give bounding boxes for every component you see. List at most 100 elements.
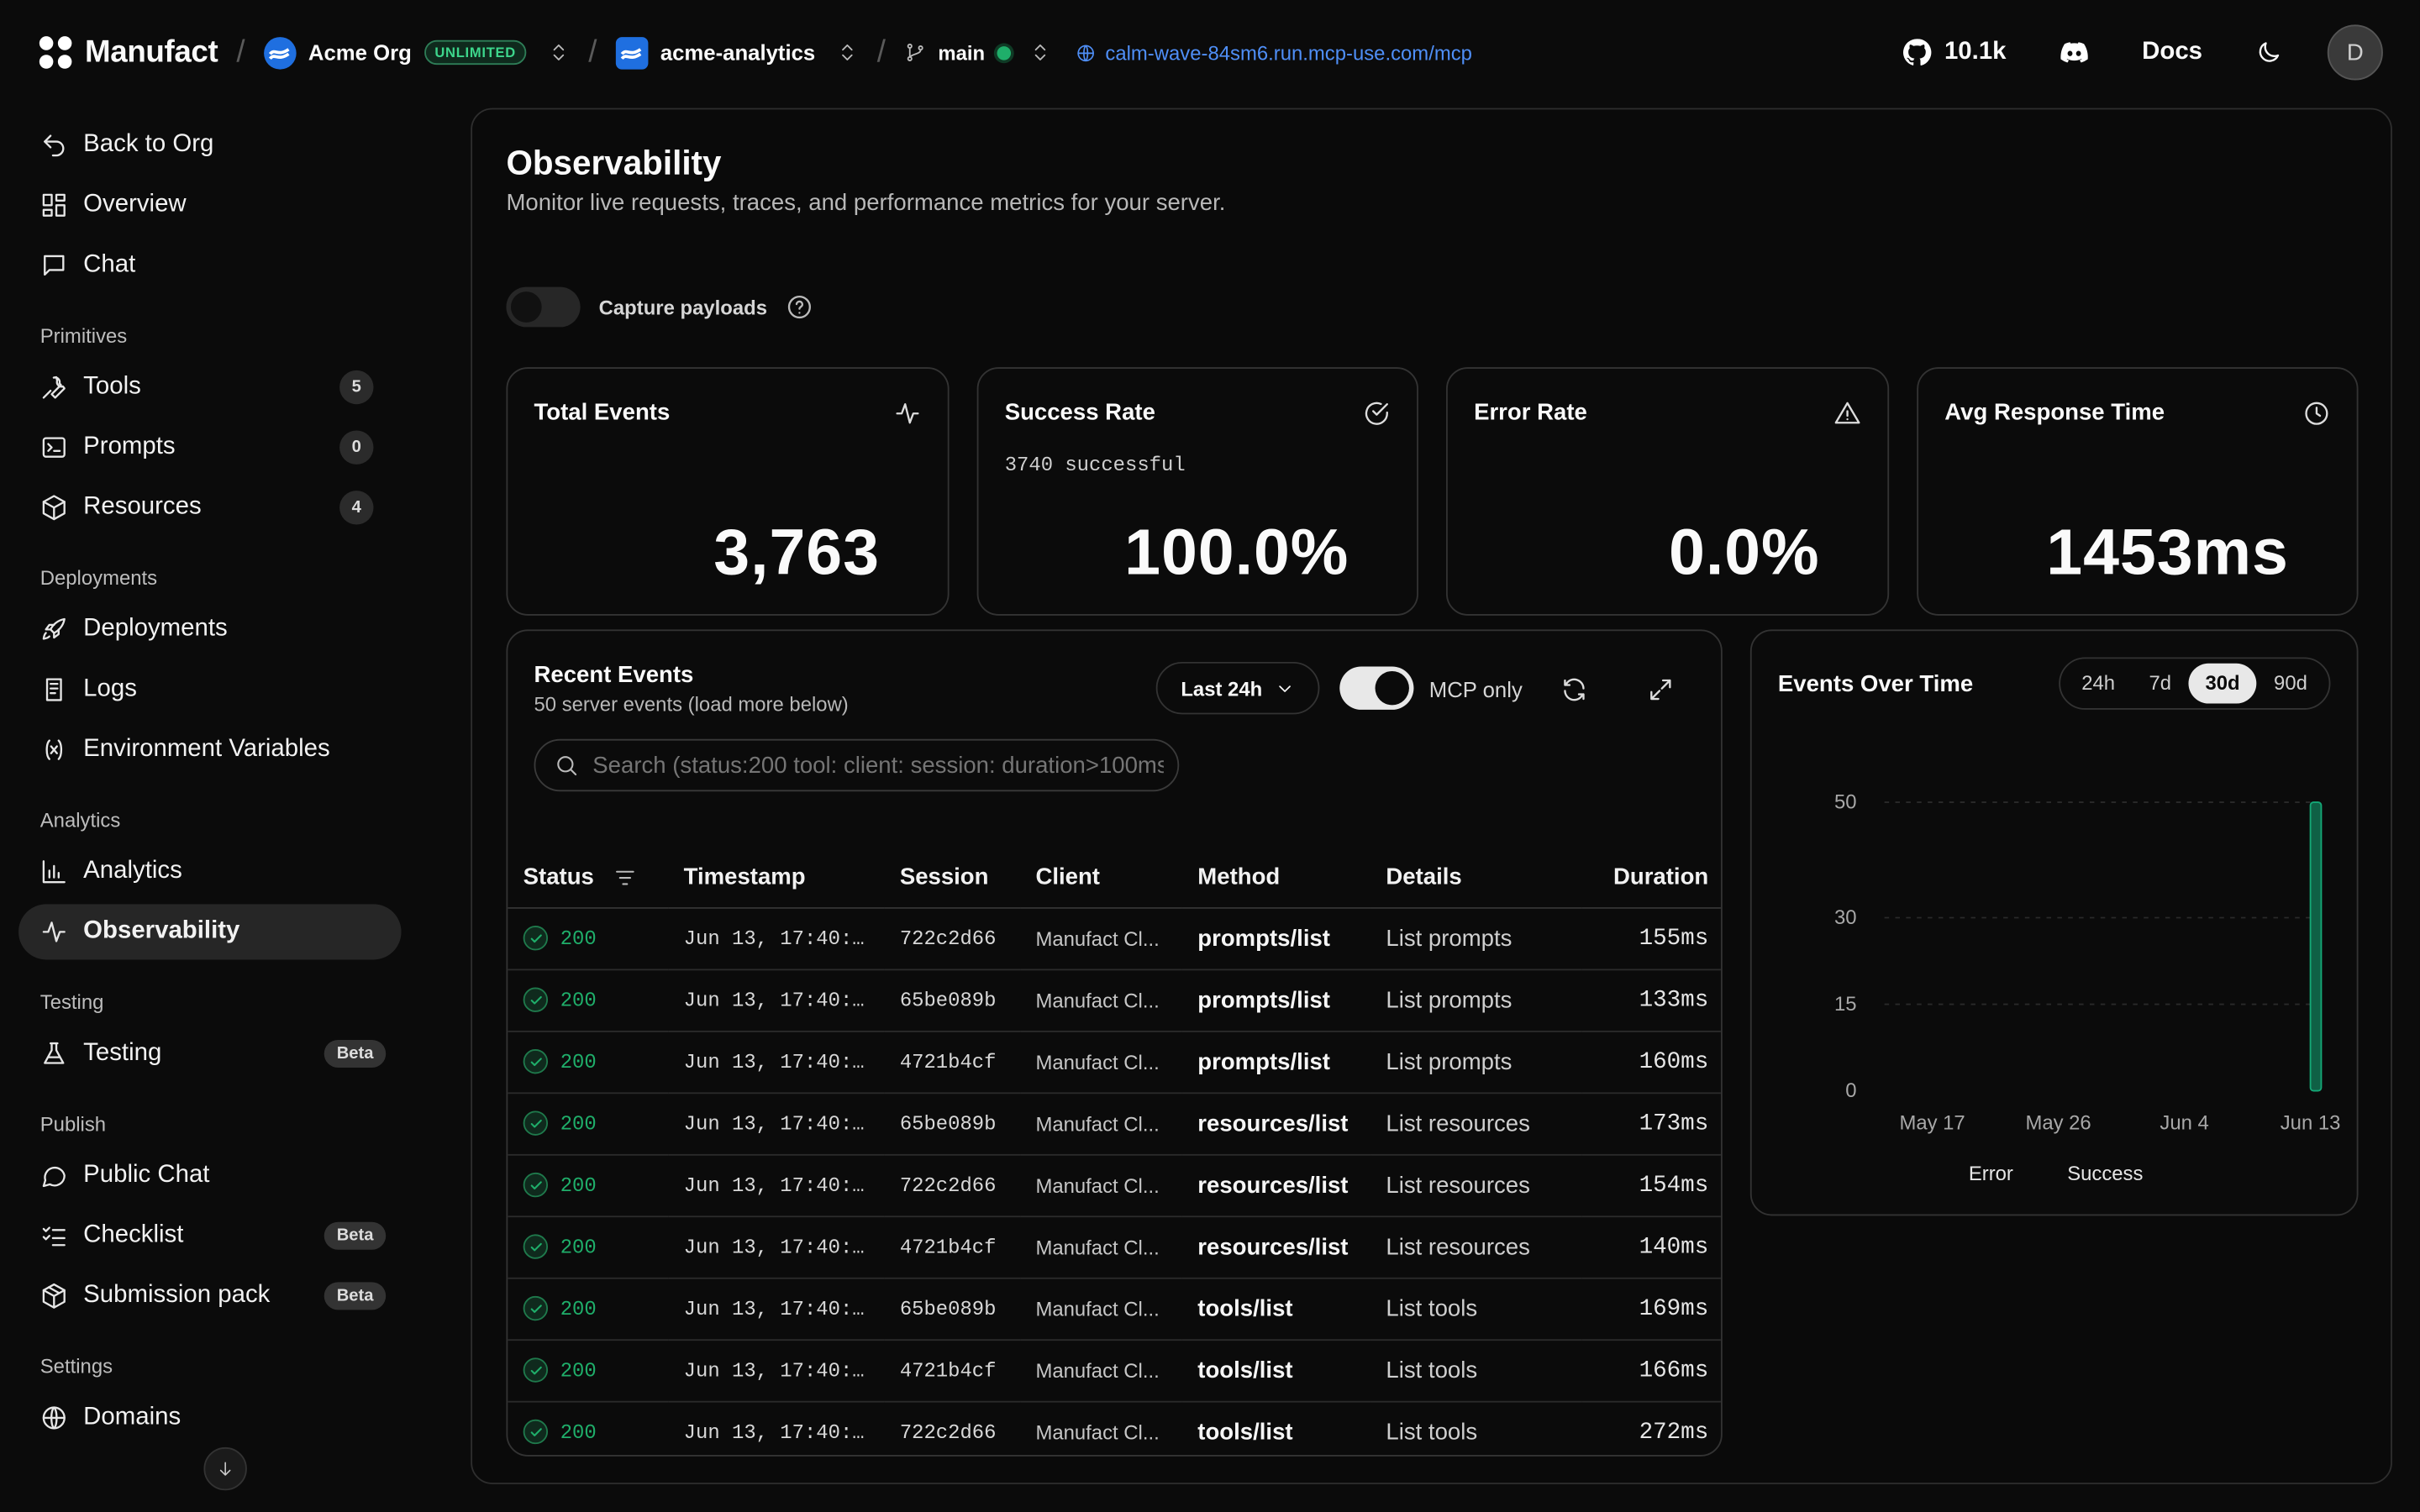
range-option-7d[interactable]: 7d — [2149, 670, 2172, 695]
client-cell: Manufact Cl... — [1020, 1030, 1182, 1094]
brand-logo[interactable]: Manufact — [37, 34, 218, 71]
project-avatar-icon — [615, 36, 649, 69]
x-tick-label: Jun 13 — [2281, 1111, 2341, 1134]
column-header-details[interactable]: Details — [1370, 848, 1582, 908]
table-row[interactable]: 200 Jun 13, 17:40:38. 722c2d66 Manufact Cl.… — [508, 1153, 1721, 1217]
session-cell: 65be089b — [884, 969, 1021, 1032]
timestamp-cell: Jun 13, 17:40:38. — [668, 906, 885, 970]
discord-icon — [2060, 42, 2088, 63]
column-header-method[interactable]: Method — [1181, 848, 1371, 908]
sidebar-item-resources[interactable]: Resources 4 — [18, 480, 402, 535]
sidebar-item-label: Checklist — [83, 1221, 184, 1248]
status-cell: 200 — [508, 1339, 669, 1402]
y-tick-label: 50 — [1834, 790, 1857, 813]
x-tick-label: Jun 4 — [2160, 1111, 2208, 1134]
sidebar-item-deployments[interactable]: Deployments — [18, 601, 402, 657]
mcp-only-toggle[interactable] — [1339, 666, 1414, 710]
project-name: acme-analytics — [660, 39, 816, 66]
sidebar-item-observability[interactable]: Observability — [18, 904, 402, 960]
sidebar-item-back-to-org[interactable]: Back to Org — [18, 118, 402, 173]
timestamp-cell: Jun 13, 17:40:38. — [668, 1215, 885, 1278]
range-option-24h[interactable]: 24h — [2081, 670, 2116, 695]
sidebar-item-overview[interactable]: Overview — [18, 177, 402, 233]
recent-events-panel: Recent Events 50 server events (load mor… — [506, 629, 1723, 1457]
range-option-30d[interactable]: 30d — [2188, 663, 2257, 704]
recent-events-subtitle: 50 server events (load more below) — [534, 692, 849, 717]
column-header-session[interactable]: Session — [884, 848, 1021, 908]
table-row[interactable]: 200 Jun 13, 17:40:38. 65be089b Manufact Cl.… — [508, 1092, 1721, 1155]
search-icon — [557, 756, 577, 776]
check-icon — [523, 926, 549, 951]
client-cell: Manufact Cl... — [1020, 1277, 1182, 1341]
capture-payloads-toggle[interactable] — [506, 286, 581, 328]
event-search-input[interactable] — [592, 752, 1164, 779]
range-option-90d[interactable]: 90d — [2274, 670, 2307, 695]
theme-toggle-button[interactable] — [2228, 39, 2309, 66]
details-cell: List resources — [1370, 1153, 1582, 1217]
github-stars: 10.1k — [1944, 38, 2007, 66]
session-cell: 4721b4cf — [884, 1215, 1021, 1278]
details-cell: List tools — [1370, 1400, 1582, 1456]
filter-icon[interactable] — [613, 866, 637, 890]
status-cell: 200 — [508, 1153, 669, 1217]
time-range-dropdown[interactable]: Last 24h — [1155, 661, 1320, 715]
project-switcher[interactable]: acme-analytics — [615, 36, 859, 69]
section-title-analytics: Analytics — [39, 808, 121, 832]
recent-events-title: Recent Events — [534, 661, 694, 689]
sidebar-item-environment-variables[interactable]: Environment Variables — [18, 722, 402, 778]
sidebar-item-chat[interactable]: Chat — [18, 238, 402, 293]
org-switcher[interactable]: Acme Org UNLIMITED — [263, 36, 571, 69]
discord-link[interactable] — [2033, 37, 2116, 68]
sidebar-item-testing[interactable]: Testing Beta — [18, 1026, 402, 1081]
server-url: calm-wave-84sm6.run.mcp-use.com/mcp — [1105, 40, 1472, 65]
help-circle-icon[interactable] — [786, 293, 813, 321]
events-table: Status Timestamp Session Client Method D… — [508, 848, 1721, 1456]
x-tick-label: May 17 — [1899, 1111, 1965, 1134]
server-url-link[interactable]: calm-wave-84sm6.run.mcp-use.com/mcp — [1076, 40, 1472, 65]
table-row[interactable]: 200 Jun 13, 17:40:38. 722c2d66 Manufact Cl.… — [508, 906, 1721, 970]
branch-switcher[interactable]: main — [904, 41, 1051, 64]
table-row[interactable]: 200 Jun 13, 17:40:38. 65be089b Manufact Cl.… — [508, 969, 1721, 1032]
status-code: 200 — [560, 1111, 597, 1135]
sidebar-item-logs[interactable]: Logs — [18, 662, 402, 717]
sidebar-item-domains[interactable]: Domains — [18, 1390, 402, 1446]
column-header-status[interactable]: Status — [508, 848, 669, 908]
table-row[interactable]: 200 Jun 13, 17:40:38. 65be089b Manufact Cl.… — [508, 1277, 1721, 1341]
table-row[interactable]: 200 Jun 13, 17:40:38. 722c2d66 Manufact Cl.… — [508, 1400, 1721, 1456]
table-row[interactable]: 200 Jun 13, 17:40:38. 4721b4cf Manufact Cl.… — [508, 1339, 1721, 1402]
table-row[interactable]: 200 Jun 13, 17:40:38. 4721b4cf Manufact Cl.… — [508, 1030, 1721, 1094]
duration-cell: 173ms — [1581, 1092, 1721, 1155]
git-branch-icon — [907, 43, 923, 62]
github-link[interactable]: 10.1k — [1875, 37, 2032, 68]
status-code: 200 — [560, 1049, 597, 1074]
column-header-client[interactable]: Client — [1020, 848, 1182, 908]
chevron-up-down-icon — [1034, 44, 1046, 60]
sidebar-item-public-chat[interactable]: Public Chat — [18, 1148, 402, 1204]
undo-icon — [44, 134, 65, 157]
user-avatar[interactable]: D — [2327, 24, 2383, 81]
org-avatar-icon — [263, 36, 297, 69]
expand-icon[interactable] — [1647, 675, 1675, 703]
scroll-down-button[interactable] — [203, 1446, 247, 1491]
section-title-settings: Settings — [39, 1354, 113, 1378]
timestamp-cell: Jun 13, 17:40:38. — [668, 1030, 885, 1094]
stat-card-title: Success Rate — [1004, 399, 1155, 426]
sidebar-item-prompts[interactable]: Prompts 0 — [18, 420, 402, 475]
sidebar-item-analytics[interactable]: Analytics — [18, 844, 402, 900]
details-cell: List prompts — [1370, 906, 1582, 970]
events-chart: 0 15 30 50 May 17 May 26 Jun 4 Jun 13 Error Succe… — [1834, 790, 2341, 1185]
event-search-box[interactable] — [534, 738, 1180, 792]
column-header-timestamp[interactable]: Timestamp — [668, 848, 885, 908]
sidebar-item-checklist[interactable]: Checklist Beta — [18, 1208, 402, 1263]
docs-link[interactable]: Docs — [2142, 38, 2203, 66]
org-name: Acme Org — [308, 39, 412, 66]
refresh-icon[interactable] — [1560, 675, 1588, 703]
wrench-icon — [42, 375, 66, 399]
column-header-duration[interactable]: Duration — [1581, 848, 1721, 908]
sidebar-item-submission-pack[interactable]: Submission pack Beta — [18, 1268, 402, 1324]
stat-card-value: 100.0% — [1124, 515, 1349, 588]
terminal-icon — [42, 437, 66, 458]
sidebar-item-tools[interactable]: Tools 5 — [18, 360, 402, 415]
github-icon — [1902, 39, 1932, 66]
table-row[interactable]: 200 Jun 13, 17:40:38. 4721b4cf Manufact Cl.… — [508, 1215, 1721, 1278]
